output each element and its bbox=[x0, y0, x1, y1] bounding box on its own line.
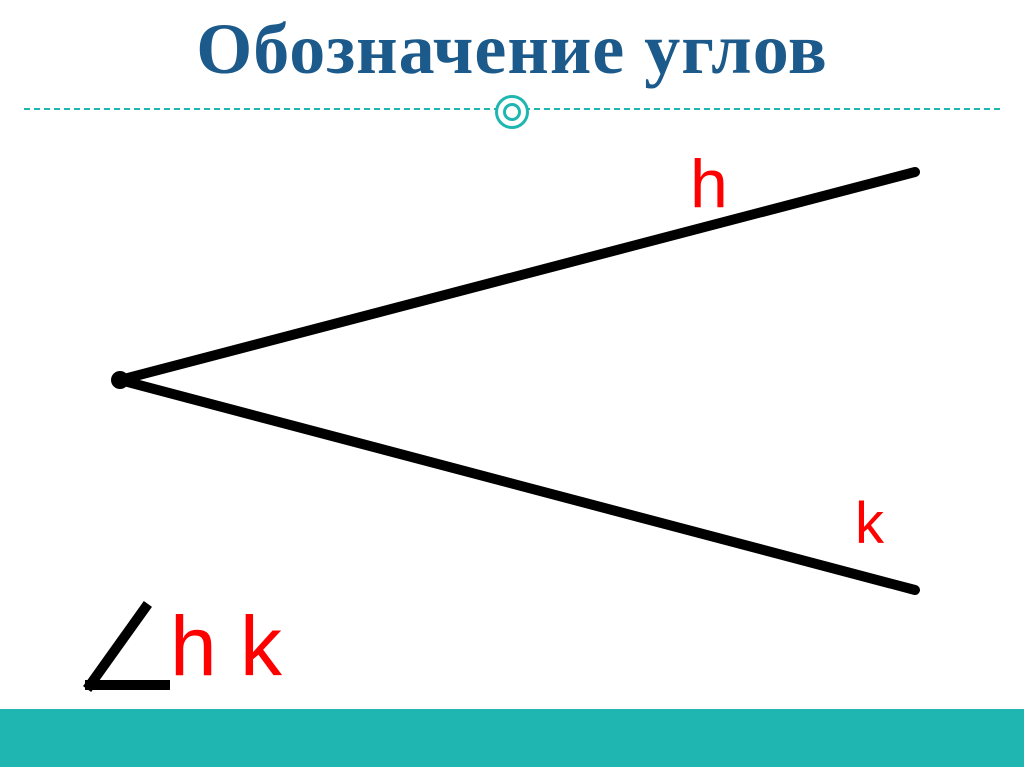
divider-circle-inner bbox=[503, 103, 521, 121]
divider-circle-outer bbox=[495, 95, 529, 129]
label-k: k bbox=[855, 490, 884, 557]
label-h: h bbox=[690, 145, 728, 223]
angle-symbol-slant bbox=[90, 608, 145, 685]
angle-notation-text: h k bbox=[170, 598, 282, 695]
slide: Обозначение углов h k h k bbox=[0, 0, 1024, 767]
bottom-band bbox=[0, 709, 1024, 767]
ray-h bbox=[120, 172, 915, 380]
angle-diagram: h k h k bbox=[30, 130, 994, 700]
slide-title: Обозначение углов bbox=[0, 12, 1024, 88]
vertex-point bbox=[111, 371, 129, 389]
ray-k bbox=[120, 380, 915, 590]
